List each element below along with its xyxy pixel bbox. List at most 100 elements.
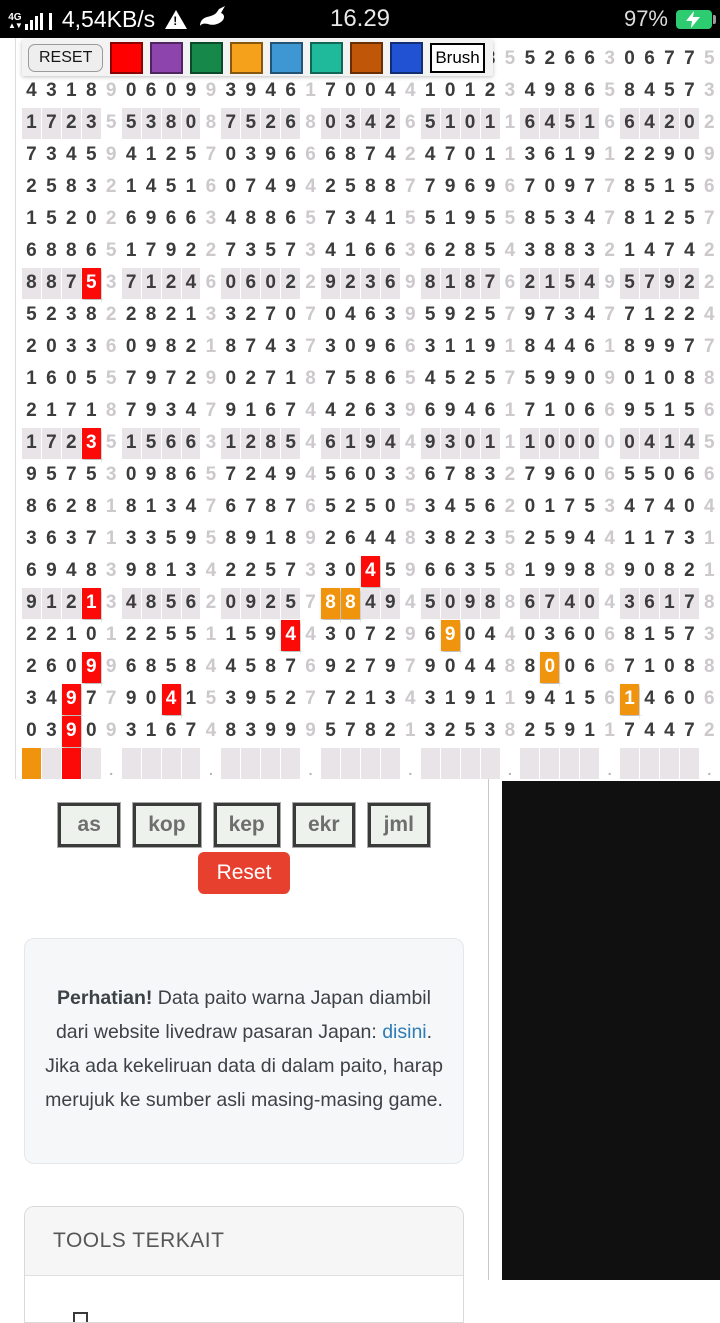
paito-cell[interactable]: 7: [281, 396, 301, 427]
paito-cell[interactable]: 3: [81, 332, 101, 363]
paito-cell[interactable]: 0: [440, 652, 460, 683]
paito-cell[interactable]: 5: [640, 396, 659, 427]
notice-link[interactable]: disini: [382, 1021, 427, 1043]
paito-cell[interactable]: 4: [301, 460, 321, 491]
paito-cell[interactable]: 1: [241, 396, 261, 427]
paito-footer-cell[interactable]: [141, 748, 161, 779]
paito-cell[interactable]: 8: [81, 300, 101, 331]
paito-cell[interactable]: 6: [420, 396, 440, 427]
paito-cell[interactable]: 4: [341, 300, 360, 331]
paito-cell[interactable]: 8: [699, 364, 719, 395]
paito-cell[interactable]: 7: [81, 524, 101, 555]
paito-cell[interactable]: 9: [660, 140, 679, 171]
paito-cell[interactable]: 8: [141, 556, 161, 587]
paito-cell[interactable]: 0: [81, 620, 101, 651]
paito-cell[interactable]: 3: [241, 140, 261, 171]
paito-cell[interactable]: 2: [161, 140, 181, 171]
paito-cell[interactable]: 5: [281, 428, 301, 459]
paito-footer-cell[interactable]: [241, 748, 261, 779]
paito-cell[interactable]: 3: [380, 460, 400, 491]
paito-cell[interactable]: 5: [101, 364, 121, 395]
paito-cell[interactable]: 5: [500, 524, 520, 555]
paito-cell[interactable]: 8: [301, 364, 321, 395]
paito-cell[interactable]: 5: [41, 172, 61, 203]
paito-cell[interactable]: 9: [281, 716, 301, 747]
paito-cell[interactable]: 4: [660, 716, 679, 747]
paito-cell[interactable]: 8: [41, 236, 61, 267]
paito-cell[interactable]: 4: [480, 620, 500, 651]
paito-cell[interactable]: 3: [41, 76, 61, 107]
paito-cell[interactable]: 6: [440, 556, 460, 587]
paito-cell[interactable]: 4: [400, 588, 420, 619]
paito-cell[interactable]: 5: [660, 76, 679, 107]
paito-cell[interactable]: 6: [600, 460, 620, 491]
paito-cell[interactable]: 3: [22, 684, 41, 715]
paito-cell[interactable]: 1: [460, 76, 480, 107]
paito-cell[interactable]: 4: [161, 684, 181, 715]
paito-cell[interactable]: 9: [261, 140, 281, 171]
paito-cell[interactable]: 8: [360, 172, 380, 203]
paito-cell[interactable]: 5: [600, 76, 620, 107]
paito-cell[interactable]: 3: [161, 396, 181, 427]
paito-cell[interactable]: 2: [520, 268, 540, 299]
paito-cell[interactable]: 0: [81, 716, 101, 747]
paito-cell[interactable]: 9: [400, 300, 420, 331]
paito-cell[interactable]: 9: [321, 652, 340, 683]
paito-cell[interactable]: 0: [540, 172, 560, 203]
paito-cell[interactable]: 7: [679, 332, 699, 363]
paito-cell[interactable]: 9: [261, 620, 281, 651]
paito-cell[interactable]: 6: [679, 460, 699, 491]
paito-cell[interactable]: 3: [201, 204, 221, 235]
paito-cell[interactable]: 0: [221, 364, 241, 395]
paito-cell[interactable]: 9: [61, 716, 81, 747]
paito-cell[interactable]: 4: [420, 364, 440, 395]
paito-cell[interactable]: 9: [460, 684, 480, 715]
paito-cell[interactable]: 1: [560, 684, 580, 715]
paito-cell[interactable]: 5: [620, 268, 640, 299]
paito-cell[interactable]: 2: [241, 428, 261, 459]
paito-cell[interactable]: 6: [400, 332, 420, 363]
paito-cell[interactable]: 3: [101, 588, 121, 619]
paito-cell[interactable]: 8: [61, 236, 81, 267]
paito-cell[interactable]: 9: [600, 364, 620, 395]
paito-cell[interactable]: 2: [460, 364, 480, 395]
paito-cell[interactable]: 3: [560, 204, 580, 235]
paito-cell[interactable]: 7: [360, 620, 380, 651]
paito-cell[interactable]: 4: [380, 428, 400, 459]
paito-cell[interactable]: 7: [301, 684, 321, 715]
paito-cell[interactable]: 8: [201, 108, 221, 139]
paito-cell[interactable]: 5: [500, 204, 520, 235]
paito-cell[interactable]: 5: [241, 108, 261, 139]
paito-cell[interactable]: 5: [321, 460, 340, 491]
paito-cell[interactable]: 2: [679, 300, 699, 331]
paito-cell[interactable]: 6: [520, 108, 540, 139]
paito-cell[interactable]: 9: [121, 556, 141, 587]
paito-cell[interactable]: 4: [321, 396, 340, 427]
paito-cell[interactable]: 1: [161, 556, 181, 587]
paito-footer-cell[interactable]: .: [301, 748, 321, 779]
paito-cell[interactable]: 9: [620, 396, 640, 427]
paito-cell[interactable]: 1: [41, 588, 61, 619]
paito-cell[interactable]: 3: [181, 556, 201, 587]
paito-cell[interactable]: 8: [261, 492, 281, 523]
paito-cell[interactable]: 7: [261, 364, 281, 395]
paito-cell[interactable]: 1: [141, 492, 161, 523]
paito-cell[interactable]: 4: [261, 172, 281, 203]
paito-cell[interactable]: 2: [61, 492, 81, 523]
paito-cell[interactable]: 3: [101, 268, 121, 299]
paito-cell[interactable]: 0: [81, 204, 101, 235]
paito-cell[interactable]: 7: [520, 172, 540, 203]
paito-cell[interactable]: 6: [420, 620, 440, 651]
paito-cell[interactable]: 6: [321, 140, 340, 171]
paito-cell[interactable]: 7: [699, 332, 719, 363]
paito-cell[interactable]: 1: [440, 108, 460, 139]
paito-cell[interactable]: 9: [301, 716, 321, 747]
paito-cell[interactable]: 9: [400, 556, 420, 587]
paito-cell[interactable]: 5: [121, 108, 141, 139]
paito-cell[interactable]: 9: [520, 684, 540, 715]
paito-cell[interactable]: 3: [480, 524, 500, 555]
paito-cell[interactable]: 1: [341, 236, 360, 267]
paito-cell[interactable]: 9: [161, 236, 181, 267]
paito-cell[interactable]: 7: [679, 620, 699, 651]
paito-cell[interactable]: 4: [620, 492, 640, 523]
